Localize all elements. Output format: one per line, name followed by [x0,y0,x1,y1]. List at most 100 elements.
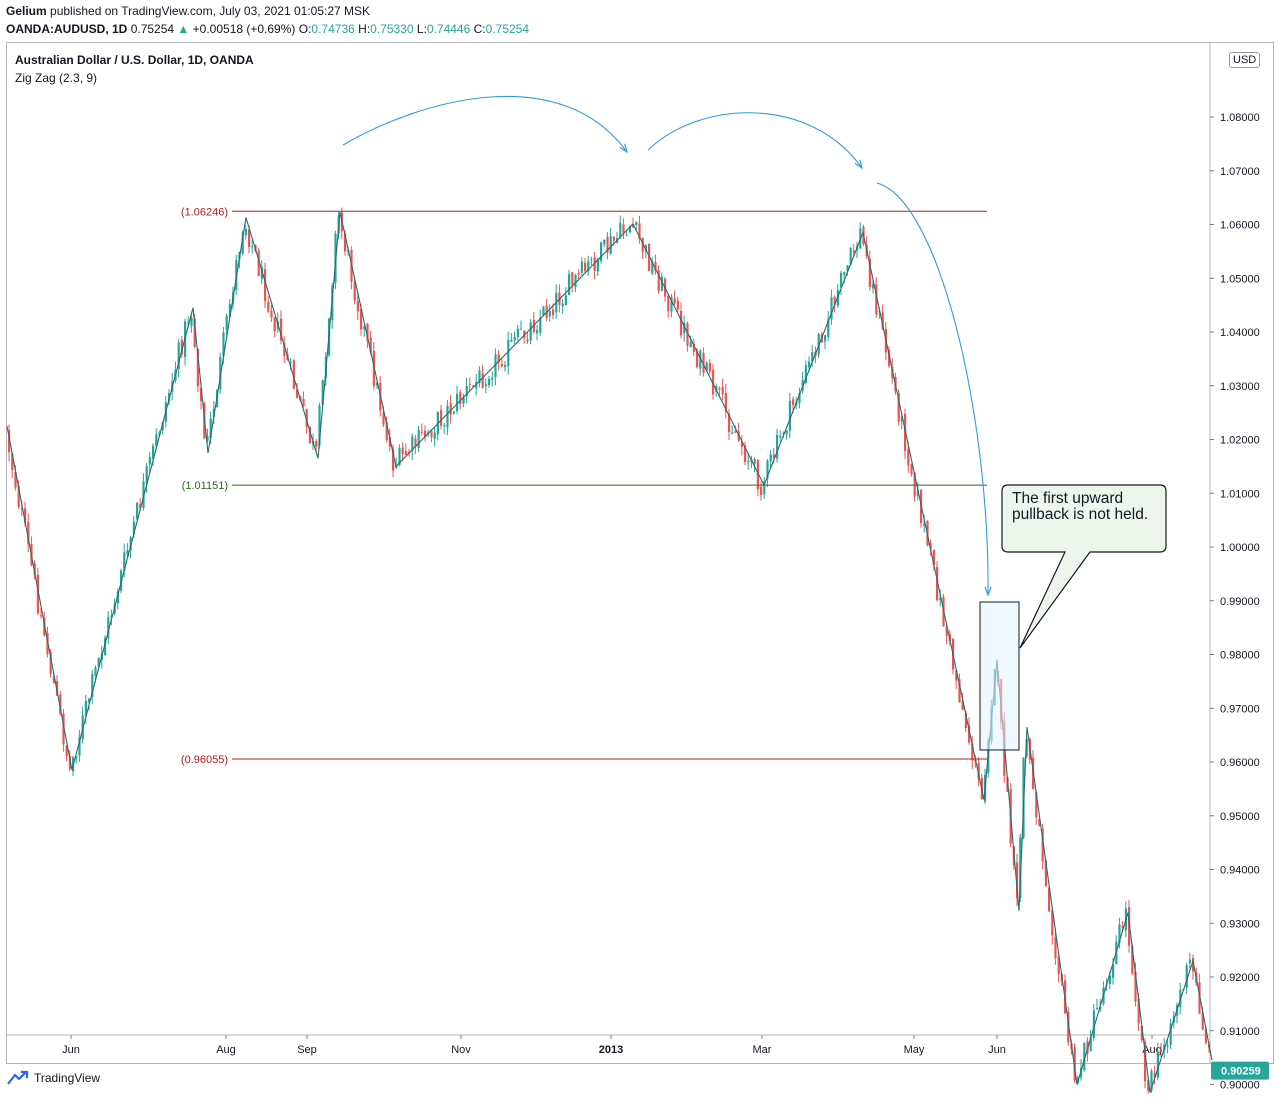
y-tick-label: 1.01000 [1220,488,1260,500]
candle-body [126,550,129,555]
x-tick-label: Nov [451,1044,471,1056]
x-tick-label: Mar [753,1044,772,1056]
candle-body [190,318,193,326]
candle-body [660,276,663,291]
candle-body [308,426,311,443]
candle-body [606,237,609,253]
x-tick-label: Jun [988,1044,1006,1056]
candle-body [644,245,647,252]
candle-body [683,322,686,334]
candle-body [222,332,225,357]
curved-arrow [342,95,627,152]
candle-body [673,298,676,304]
candle-body [14,471,17,488]
candle-body [228,304,231,317]
candle-body [590,259,593,261]
candle-body [1160,1049,1163,1052]
candle-body [827,319,830,338]
candle-body [110,615,113,617]
candle-body [420,431,423,433]
candle-body [24,508,27,523]
candle-body [1144,1041,1147,1082]
candle-body [404,451,407,455]
candle-body [1025,739,1028,757]
candle-body [504,365,507,368]
candle-body [241,232,244,254]
candle-body [654,262,657,272]
y-tick-label: 0.90000 [1220,1080,1260,1092]
candle-body [33,563,36,575]
candle-body [907,449,910,466]
candle-body [104,637,107,656]
indicator-label[interactable]: Zig Zag (2.3, 9) [15,71,98,85]
candle-body [1092,1010,1095,1038]
close-value: 0.75254 [485,22,530,36]
candle-body [385,421,388,440]
zigzag-line [6,212,1213,1093]
candle-body [65,745,68,757]
candle-body [833,297,836,305]
candle-body [542,306,545,316]
candle-body [830,297,833,320]
candle-body [705,362,708,371]
candle-body [273,317,276,332]
published-text: published on TradingView.com, July 03, 2… [50,4,371,18]
highlight-box[interactable] [979,601,1020,751]
candle-body [932,549,935,565]
candle-body [248,229,251,248]
candle-body [536,329,539,334]
candle-body [257,250,260,277]
candle-body [17,485,20,507]
y-tick-label: 0.93000 [1220,918,1260,930]
candle-body [398,447,401,466]
candle-body [91,673,94,698]
candle-body [443,424,446,427]
candle-body [497,354,500,363]
y-tick-label: 0.99000 [1220,596,1260,608]
footer-brand[interactable]: TradingView [6,1070,100,1086]
candle-body [244,228,247,236]
candle-body [929,543,932,549]
candle-body [283,343,286,357]
candle-body [417,429,420,449]
candle-body [708,362,711,372]
candle-body [305,409,308,428]
candle-body [433,432,436,439]
candle-body [494,354,497,377]
candle-body [59,694,62,714]
candle-body [686,323,689,346]
candle-body [753,459,756,464]
publisher-name[interactable]: Gelium [6,4,47,18]
candle-body [1044,860,1047,886]
candle-body [846,265,849,272]
y-tick-label: 0.91000 [1220,1026,1260,1038]
currency-button[interactable]: USD [1229,52,1261,68]
candle-body [161,422,164,431]
callout-bubble[interactable] [1001,484,1167,649]
candle-body [107,616,110,639]
candle-body [939,598,942,601]
candle-body [270,310,273,318]
candle-body [808,361,811,368]
candle-body [721,386,724,395]
chart-frame [6,42,1274,1064]
symbol-label: OANDA:AUDUSD, 1D [6,22,128,36]
candle-body [1153,1072,1156,1078]
curved-arrow [876,182,988,595]
candle-body [43,618,46,636]
y-tick-label: 0.95000 [1220,811,1260,823]
candle-body [571,272,574,286]
candle-body [1134,971,1137,1002]
candle-body [936,566,939,601]
candle-body [315,441,318,447]
candle-body [891,367,894,379]
y-tick-label: 0.92000 [1220,972,1260,984]
y-tick-label: 0.98000 [1220,650,1260,662]
publication-line: Gelium published on TradingView.com, Jul… [6,4,370,18]
candle-body [638,223,641,240]
candle-body [155,434,158,446]
candle-body [356,300,359,312]
candle-body [632,224,635,228]
candle-body [88,698,91,703]
